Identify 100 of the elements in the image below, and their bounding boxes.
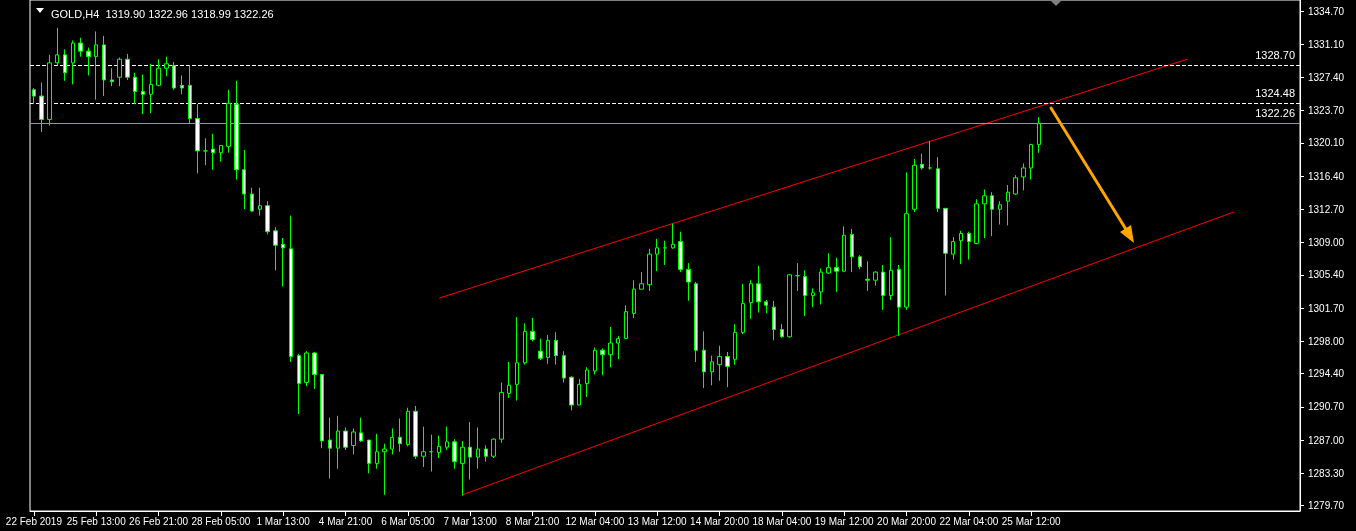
candlestick [632,279,636,319]
x-tick-label: 8 Mar 21:00 [505,515,560,527]
candlestick [476,426,480,470]
candlestick [499,382,504,444]
candlestick [71,39,75,85]
candlestick [982,188,987,239]
candlestick [265,200,270,235]
candlestick [562,350,566,384]
candlestick [749,279,753,320]
candlestick [834,257,839,293]
candlestick [585,366,589,398]
candlestick [904,171,909,311]
candlestick [671,223,675,250]
candlestick [47,54,52,127]
ref-line-label: 1322.26 [1255,106,1295,119]
x-tick-label: 18 Mar 04:00 [752,515,812,527]
candlestick [959,230,963,265]
x-tick-label: 1 Mar 13:00 [256,515,311,527]
candlestick [780,323,784,339]
candlestick [554,331,558,366]
candlestick [951,236,955,261]
candlestick [569,375,574,411]
candlestick [546,334,550,365]
candlestick [608,326,613,368]
x-tick-label: 7 Mar 13:00 [443,515,498,527]
candlestick [102,35,106,97]
x-tick-label: 22 Mar 04:00 [939,515,999,527]
candlestick [460,440,465,497]
candlestick [351,427,356,455]
candlestick [250,187,254,213]
candlestick [795,262,800,292]
candlestick [156,58,161,87]
y-tick-label: 1309.00 [1308,236,1345,248]
x-tick-label: 13 Mar 12:00 [627,515,688,527]
candlestick [375,433,379,470]
candlestick [624,304,628,340]
candlestick [663,240,667,266]
candlestick [819,268,823,305]
candlestick [936,156,940,213]
candlestick [873,270,878,287]
candlestick [943,207,948,296]
candlestick [725,351,730,388]
y-tick-label: 1283.30 [1308,467,1345,479]
candlestick [1021,162,1026,191]
candlestick [1006,184,1010,226]
candlestick [710,355,714,386]
y-tick-label: 1294.40 [1308,368,1345,380]
candlestick [180,74,184,95]
candlestick [242,149,246,210]
candlestick [826,252,831,275]
candlestick [328,417,332,480]
candlestick [998,200,1002,226]
candlestick [772,300,776,341]
x-tick-label: 4 Mar 21:00 [318,515,373,527]
candlestick [967,231,971,261]
candlestick [406,407,410,447]
candlestick [850,228,854,273]
y-tick-label: 1323.70 [1308,104,1345,116]
candlestick [990,191,994,237]
candlestick [390,427,394,455]
candlestick [530,317,535,342]
candlestick [694,281,698,363]
candlestick [733,323,737,366]
x-tick-label: 19 Mar 12:00 [814,515,875,527]
candlestick [764,299,768,314]
x-tick-label: 12 Mar 04:00 [565,515,625,527]
candlestick [678,231,683,273]
ref-line-label: 1328.70 [1255,49,1295,62]
candlestick [1013,174,1018,196]
candlestick [258,187,262,217]
y-tick-label: 1331.10 [1308,38,1345,50]
candlestick [398,418,402,453]
candlestick [881,264,885,311]
candlestick [94,30,98,101]
candlestick [803,269,807,317]
candlestick [756,265,761,314]
candlestick [413,405,418,460]
candlestick [787,273,792,339]
candlestick [281,237,285,287]
candlestick [858,254,862,270]
candlestick [647,248,652,292]
candlestick [491,437,496,459]
candlestick [920,153,924,171]
candlestick [429,434,433,472]
candlestick [437,435,441,459]
x-tick-label: 14 Mar 20:00 [690,515,750,527]
candlestick [367,439,371,474]
candlestick [974,198,979,245]
candlestick [507,361,511,399]
candlestick [600,347,605,376]
candlestick [702,330,706,389]
candlestick [515,316,519,402]
candlestick [842,225,846,273]
candlestick [865,260,870,292]
candlestick [484,444,488,463]
candlestick [203,137,208,166]
y-tick-label: 1305.40 [1308,269,1345,281]
candlestick [445,426,449,451]
y-tick-label: 1298.00 [1308,335,1345,347]
candlestick [211,133,215,171]
